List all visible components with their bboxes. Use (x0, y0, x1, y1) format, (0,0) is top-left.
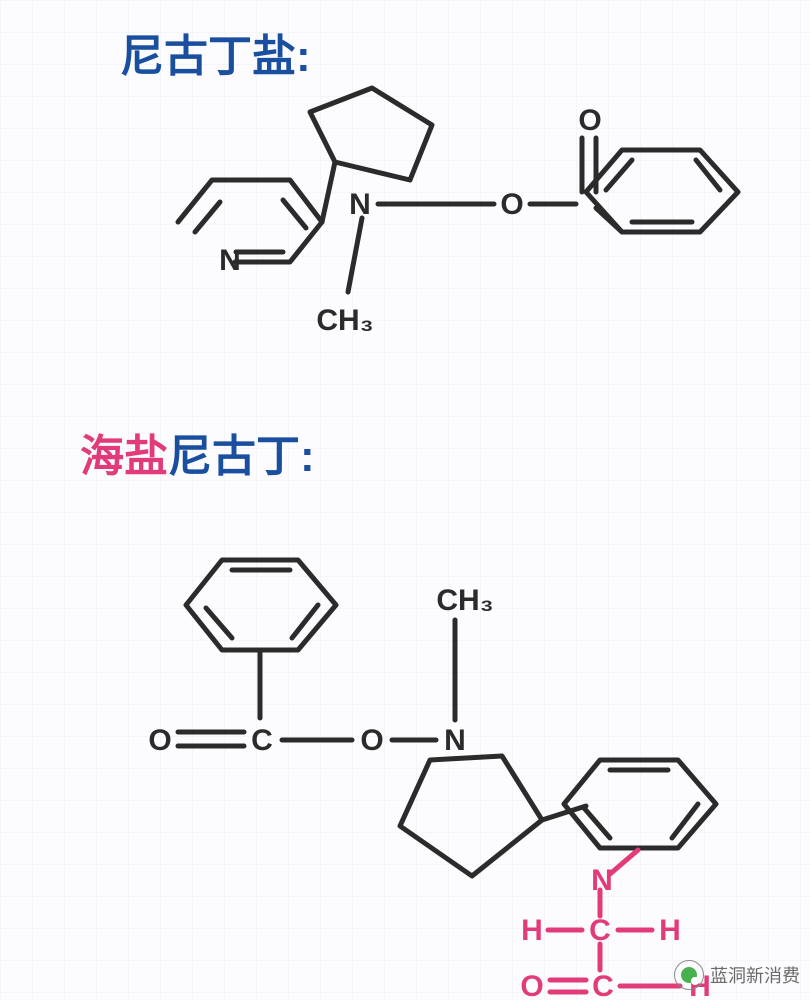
atom-h-right: H (659, 914, 681, 947)
diagram-stage: 尼古丁盐: (0, 0, 810, 1000)
atom-o-left: O (148, 724, 171, 757)
atom-c-acc: C (589, 914, 611, 947)
atom-n-top: N (444, 724, 466, 757)
atom-o-bl: O (520, 970, 543, 1000)
atom-n1: N (349, 188, 371, 221)
atom-n-pyridine: N (219, 244, 241, 277)
atom-ch3: CH₃ (316, 304, 373, 337)
atom-c-mid: C (251, 724, 273, 757)
atom-o-mid: O (500, 188, 523, 221)
wechat-icon (674, 960, 704, 990)
watermark: 蓝洞新消费 (674, 960, 800, 990)
atom-o-dbl: O (578, 104, 601, 137)
structure-1: N N CH₃ O O (0, 0, 810, 400)
atom-n-acc: N (591, 864, 613, 897)
structure-2: O C O N CH₃ N H C H O C H (0, 460, 810, 1000)
watermark-text: 蓝洞新消费 (710, 962, 800, 988)
atom-h-left: H (521, 914, 543, 947)
atom-o-mid2: O (360, 724, 383, 757)
atom-ch3-2: CH₃ (436, 584, 493, 617)
atom-c-b: C (592, 970, 614, 1000)
